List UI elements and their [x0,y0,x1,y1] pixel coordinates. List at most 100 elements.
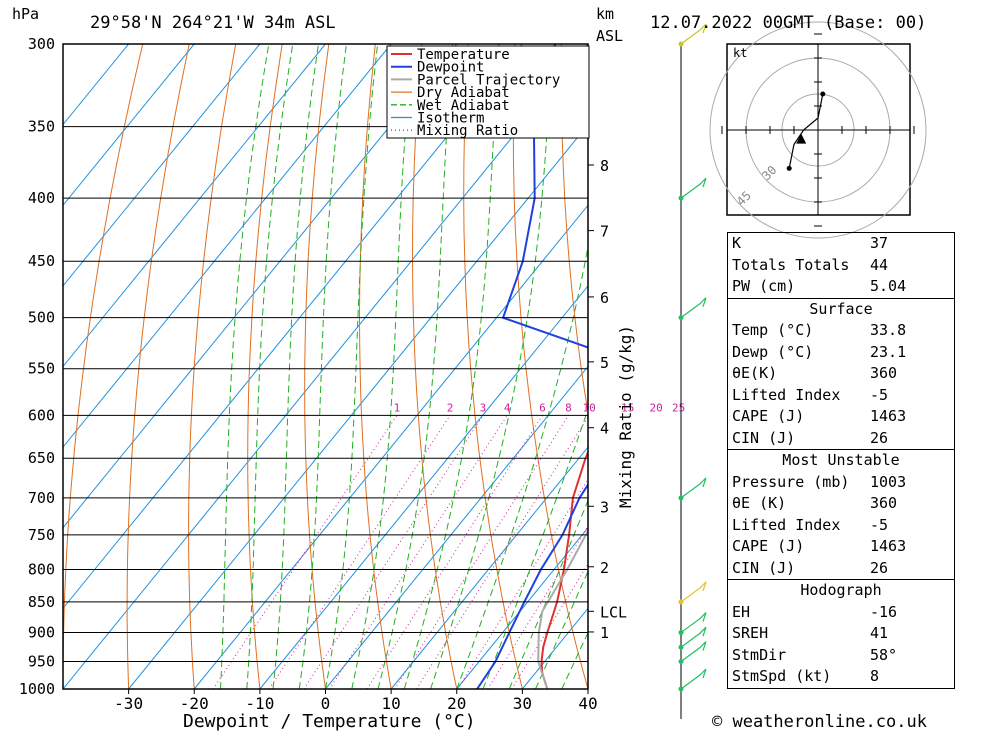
pressure-tick-label: 950 [28,653,55,671]
x-axis-title: Dewpoint / Temperature (°C) [183,711,476,732]
height-tick-label: 8 [600,157,609,175]
wet-adiabat-line [298,44,347,689]
index-label: K [732,234,742,252]
index-value: -5 [870,385,889,404]
index-value: 23.1 [870,342,907,361]
pressure-tick-label: 400 [28,189,55,207]
index-label: Pressure (mb) [732,472,850,491]
isotherm-line [63,44,392,448]
index-row: Pressure (mb) 1003 [728,472,954,494]
mixing-ratio-label: 15 [621,401,634,414]
isotherm-line [325,365,588,689]
hodograph-unit: kt [733,46,747,60]
pressure-tick-label: 900 [28,624,55,642]
height-tick-label: 5 [600,354,609,372]
hodograph-title: Hodograph [800,581,882,599]
height-tick-label: 6 [600,289,609,307]
index-label: CIN (J) [732,428,796,447]
x-tick-label: 0 [321,694,331,713]
dry-adiabat-line [126,44,190,689]
isotherm-line [456,526,588,689]
index-label: CIN (J) [732,558,796,577]
wet-adiabat-line [351,44,414,689]
x-tick-label: 30 [513,694,532,713]
wind-barb [680,297,707,319]
index-label: Totals Totals [732,255,850,274]
index-value: 1463 [870,407,907,425]
hodograph-point [820,91,826,97]
index-row: StmSpd (kt) 8 [728,666,954,688]
mixing-ratio-label: 3 [480,401,487,414]
mixing-ratio-label: 10 [582,401,595,414]
legend-entry: Dewpoint [417,60,484,76]
index-value: 1463 [870,537,907,555]
height-unit-km: km [596,5,614,23]
index-row: CAPE (J) 1463 [728,536,954,558]
mixing-ratio-line [268,415,451,689]
x-tick-label: -10 [245,694,274,713]
wet-adiabat-line [430,44,553,689]
isotherm-line [128,123,588,689]
legend-entry: Parcel Trajectory [417,72,560,88]
dewpoint-line [476,44,588,689]
index-row: StmDir 58° [728,645,954,667]
mixing-ratio-label: 2 [447,401,454,414]
wind-barb [680,641,707,663]
mixing-ratio-label: 1 [394,401,401,414]
index-label: Lifted Index [732,515,841,534]
most-unstable-title: Most Unstable [782,451,900,469]
index-value: 5.04 [870,277,907,295]
dry-adiabat-line [980,44,1000,689]
index-value: -5 [870,515,889,534]
storm-motion-marker [796,133,807,144]
wet-adiabat-line [535,570,588,689]
height-unit-asl: ASL [596,27,623,45]
index-label: StmDir [732,645,787,664]
isotherm-line [193,204,588,689]
wet-adiabat-line [508,499,588,689]
height-tick-label: 1 [600,624,609,642]
isotherm-line [63,44,261,287]
isotherm-line [63,44,523,610]
dry-adiabat-line [247,44,283,689]
index-label: Lifted Index [732,385,841,404]
x-tick-label: 10 [381,694,400,713]
pressure-tick-label: 1000 [19,680,55,698]
index-row: Temp (°C) 33.8 [728,320,954,342]
isotherm-line [63,44,588,689]
index-value: 360 [870,494,898,512]
isotherm-line [63,44,195,207]
index-value: -16 [870,602,898,621]
mixing-ratio-label: 20 [650,401,663,414]
index-value: 41 [870,624,889,642]
mixing-ratio-label: 4 [504,401,511,414]
isotherm-line [63,44,130,126]
indices-table: K 37 Totals Totals 44 PW (cm) 5.04 Surface Te… [727,232,955,689]
legend-entry: Dry Adiabat [417,85,510,101]
index-label: EH [732,602,751,621]
pressure-tick-label: 600 [28,406,55,424]
wet-adiabat-line [220,44,270,689]
wind-barb [680,581,707,603]
pressure-unit-label: hPa [12,5,39,23]
wind-barb [680,668,707,690]
parcel-trajectory-line [537,528,588,689]
dry-adiabat-line [188,44,237,689]
height-tick-label: 4 [600,420,609,438]
datetime-label: 12.07.2022 00GMT (Base: 00) [650,13,926,33]
index-label: CAPE (J) [732,537,805,555]
dry-adiabat-line [411,44,458,689]
height-tick-label: 7 [600,223,609,241]
index-value: 1003 [870,472,907,491]
general-indices: K 37 Totals Totals 44 PW (cm) 5.04 [727,232,955,299]
surface-indices: Surface Temp (°C) 33.8 Dewp (°C) 23.1 θE(K) 3… [727,297,955,450]
wet-adiabat-line [272,44,319,689]
isotherm-line [63,44,458,529]
index-label: θE (K) [732,494,787,512]
index-value: 26 [870,428,889,447]
index-label: Temp (°C) [732,321,814,339]
pressure-tick-label: 750 [28,526,55,544]
mixing-ratio-line [487,525,588,689]
index-row: θE (K) 360 [728,493,954,515]
